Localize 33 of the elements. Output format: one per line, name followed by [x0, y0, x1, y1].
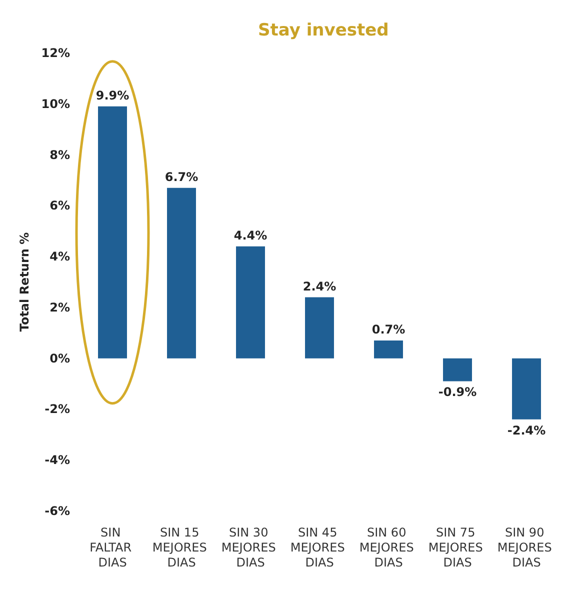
x-tick-label: SIN 90 MEJORES DIAS [497, 526, 556, 570]
y-tick-label: -4% [44, 453, 70, 468]
bar [512, 358, 541, 420]
x-tick-label: SIN 60 MEJORES DIAS [359, 526, 418, 570]
data-label: -2.4% [507, 423, 546, 438]
bar [305, 297, 334, 358]
bar [98, 106, 127, 358]
y-tick-label: -6% [44, 504, 70, 518]
y-tick-label: 8% [50, 148, 70, 162]
y-tick-label: 0% [50, 351, 70, 366]
text: Stay invested [258, 20, 389, 40]
bar [443, 358, 472, 382]
x-tick-label: SIN 75 MEJORES DIAS [428, 526, 487, 570]
y-tick-label: 12% [41, 46, 70, 60]
bar [236, 246, 265, 358]
x-tick-label: SIN 45 MEJORES DIAS [290, 526, 349, 570]
y-tick-label: 6% [50, 198, 70, 213]
y-tick-label: 4% [50, 250, 70, 264]
data-label: 0.7% [372, 322, 406, 337]
y-tick-label: 2% [50, 300, 70, 314]
data-label: -0.9% [438, 385, 477, 400]
data-label: 9.9% [96, 88, 130, 102]
data-label: 2.4% [302, 279, 336, 294]
data-label: 6.7% [164, 170, 198, 184]
y-axis-title: Total Return % [17, 232, 32, 332]
x-tick-label: SIN 30 MEJORES DIAS [221, 526, 280, 570]
bar [374, 340, 403, 358]
bar [167, 188, 196, 358]
x-tick-label: SIN FALTAR DIAS [90, 526, 136, 570]
y-tick-label: 10% [41, 96, 70, 111]
data-label: 4.4% [234, 228, 268, 242]
x-tick-label: SIN 15 MEJORES DIAS [152, 526, 211, 570]
y-tick-label: -2% [44, 402, 70, 416]
